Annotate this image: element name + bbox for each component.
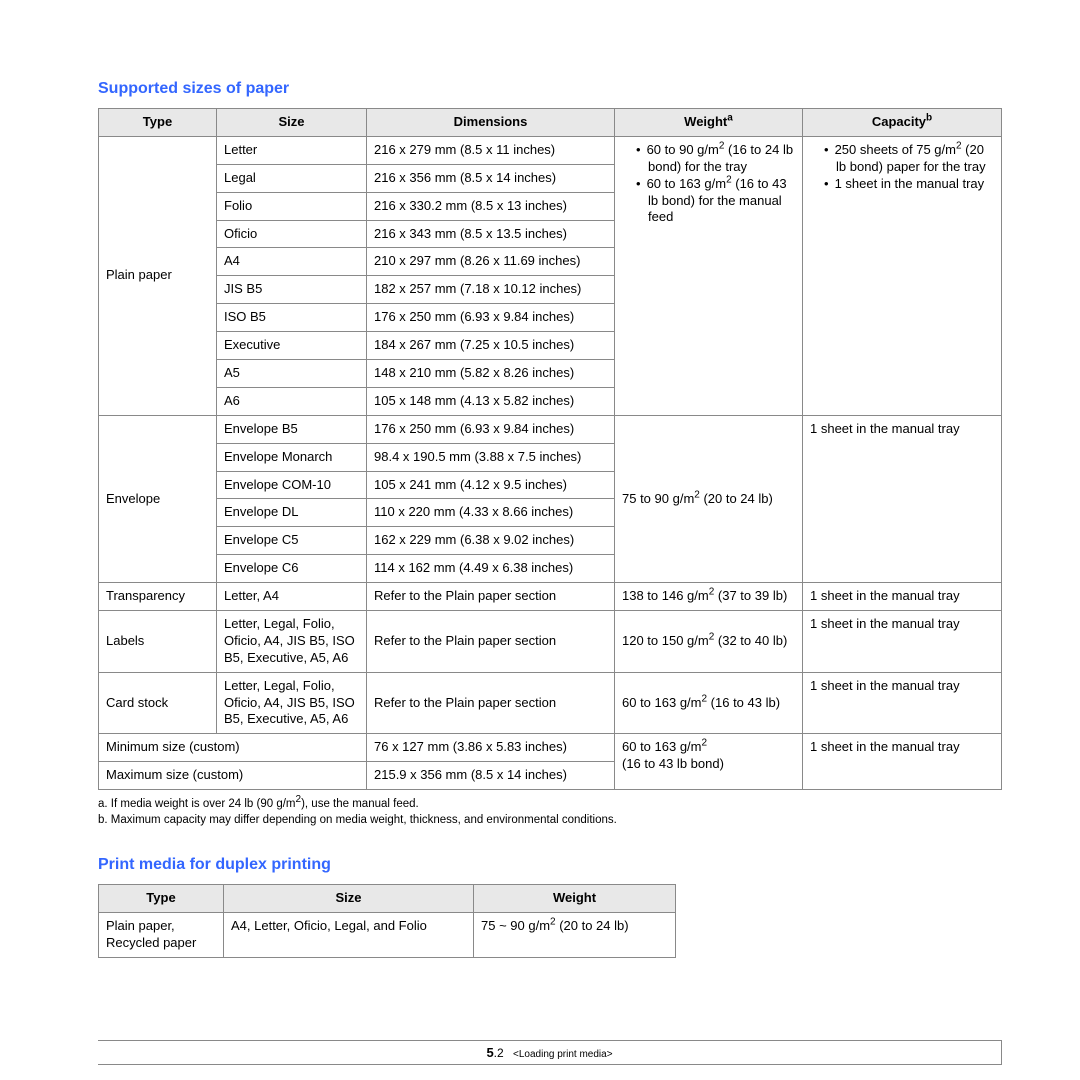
supported-sizes-table: Type Size Dimensions Weighta Capacityb P… [98,108,1002,790]
cell-size: A5 [217,360,367,388]
cell-dim: 215.9 x 356 mm (8.5 x 14 inches) [367,762,615,790]
section1-title: Supported sizes of paper [98,80,1002,98]
cell-size: A4 [217,248,367,276]
cell-weight: 60 to 163 g/m2(16 to 43 lb bond) [615,734,803,790]
table-header-row: Type Size Weight [99,885,676,913]
section2-title: Print media for duplex printing [98,856,1002,874]
cell-size: Envelope DL [217,499,367,527]
cell-cap: 1 sheet in the manual tray [803,672,1002,734]
cell-dim: Refer to the Plain paper section [367,611,615,673]
cell-cap: 1 sheet in the manual tray [803,583,1002,611]
table-row: Labels Letter, Legal, Folio, Oficio, A4,… [99,611,1002,673]
cell-weight: 60 to 90 g/m2 (16 to 24 lb bond) for the… [615,136,803,415]
cell-dim: 216 x 356 mm (8.5 x 14 inches) [367,164,615,192]
cell-size: JIS B5 [217,276,367,304]
cell-type: Maximum size (custom) [99,762,367,790]
cell-dim: Refer to the Plain paper section [367,583,615,611]
cell-type: Plain paper, Recycled paper [99,913,224,958]
cell-size: A6 [217,387,367,415]
cell-dim: 176 x 250 mm (6.93 x 9.84 inches) [367,415,615,443]
table-row: Plain paper Letter 216 x 279 mm (8.5 x 1… [99,136,1002,164]
page-number-major: 5 [486,1045,493,1060]
cell-size: ISO B5 [217,304,367,332]
col-size: Size [224,885,474,913]
cell-dim: 216 x 343 mm (8.5 x 13.5 inches) [367,220,615,248]
cell-size: Envelope Monarch [217,443,367,471]
cell-weight: 60 to 163 g/m2 (16 to 43 lb) [615,672,803,734]
cell-dim: 110 x 220 mm (4.33 x 8.66 inches) [367,499,615,527]
footnotes: a. If media weight is over 24 lb (90 g/m… [98,796,1002,828]
col-type: Type [99,109,217,137]
cell-cap: 1 sheet in the manual tray [803,611,1002,673]
chapter-title: <Loading print media> [513,1049,613,1060]
cell-size: Envelope C5 [217,527,367,555]
cell-size: Letter, Legal, Folio, Oficio, A4, JIS B5… [217,611,367,673]
cell-type: Transparency [99,583,217,611]
cell-cap: 1 sheet in the manual tray [803,415,1002,582]
table-header-row: Type Size Dimensions Weighta Capacityb [99,109,1002,137]
table-row: Envelope Envelope B5 176 x 250 mm (6.93 … [99,415,1002,443]
table-row: Card stock Letter, Legal, Folio, Oficio,… [99,672,1002,734]
cell-dim: 76 x 127 mm (3.86 x 5.83 inches) [367,734,615,762]
col-size: Size [217,109,367,137]
cell-size: Executive [217,332,367,360]
cell-type: Card stock [99,672,217,734]
col-cap: Capacityb [803,109,1002,137]
cell-size: Oficio [217,220,367,248]
page-number-minor: .2 [494,1046,504,1060]
footnote-b: b. Maximum capacity may differ depending… [98,812,1002,828]
cell-size: Envelope B5 [217,415,367,443]
col-weight: Weighta [615,109,803,137]
cell-type: Plain paper [99,136,217,415]
table-row: Transparency Letter, A4 Refer to the Pla… [99,583,1002,611]
cell-size: Letter, Legal, Folio, Oficio, A4, JIS B5… [217,672,367,734]
cell-cap: 250 sheets of 75 g/m2 (20 lb bond) paper… [803,136,1002,415]
cell-type: Labels [99,611,217,673]
page-footer: 5.2 <Loading print media> [98,1040,1002,1065]
cell-dim: 182 x 257 mm (7.18 x 10.12 inches) [367,276,615,304]
cell-size: Envelope COM-10 [217,471,367,499]
cell-size: Envelope C6 [217,555,367,583]
cell-dim: 216 x 330.2 mm (8.5 x 13 inches) [367,192,615,220]
cell-dim: 105 x 241 mm (4.12 x 9.5 inches) [367,471,615,499]
col-type: Type [99,885,224,913]
cell-weight: 138 to 146 g/m2 (37 to 39 lb) [615,583,803,611]
footnote-a: a. If media weight is over 24 lb (90 g/m… [98,796,1002,812]
cell-dim: 148 x 210 mm (5.82 x 8.26 inches) [367,360,615,388]
cell-dim: 216 x 279 mm (8.5 x 11 inches) [367,136,615,164]
cell-dim: 114 x 162 mm (4.49 x 6.38 inches) [367,555,615,583]
cell-cap: 1 sheet in the manual tray [803,734,1002,790]
cell-type: Minimum size (custom) [99,734,367,762]
cell-dim: 162 x 229 mm (6.38 x 9.02 inches) [367,527,615,555]
cell-weight: 75 ~ 90 g/m2 (20 to 24 lb) [474,913,676,958]
cell-dim: 105 x 148 mm (4.13 x 5.82 inches) [367,387,615,415]
cell-size: Letter, A4 [217,583,367,611]
col-dim: Dimensions [367,109,615,137]
cell-weight: 75 to 90 g/m2 (20 to 24 lb) [615,415,803,582]
cell-dim: 176 x 250 mm (6.93 x 9.84 inches) [367,304,615,332]
table-row: Minimum size (custom) 76 x 127 mm (3.86 … [99,734,1002,762]
cell-size: A4, Letter, Oficio, Legal, and Folio [224,913,474,958]
cell-dim: 210 x 297 mm (8.26 x 11.69 inches) [367,248,615,276]
cell-weight: 120 to 150 g/m2 (32 to 40 lb) [615,611,803,673]
table-row: Plain paper, Recycled paper A4, Letter, … [99,913,676,958]
cell-size: Letter [217,136,367,164]
cell-size: Legal [217,164,367,192]
cell-dim: 98.4 x 190.5 mm (3.88 x 7.5 inches) [367,443,615,471]
cell-dim: 184 x 267 mm (7.25 x 10.5 inches) [367,332,615,360]
cell-type: Envelope [99,415,217,582]
duplex-table: Type Size Weight Plain paper, Recycled p… [98,884,676,958]
cell-size: Folio [217,192,367,220]
cell-dim: Refer to the Plain paper section [367,672,615,734]
col-weight: Weight [474,885,676,913]
